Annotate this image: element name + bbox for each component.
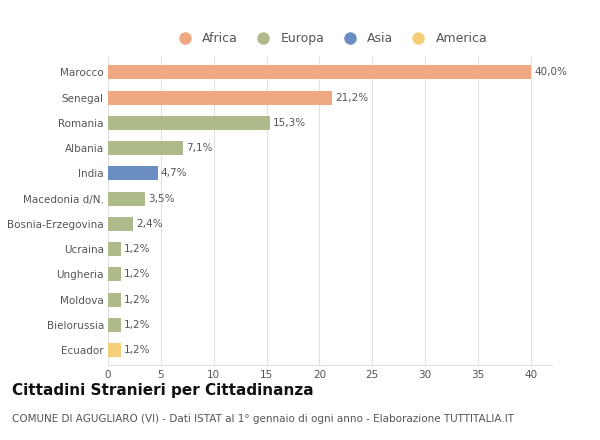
Legend: Africa, Europa, Asia, America: Africa, Europa, Asia, America (170, 30, 490, 48)
Text: 1,2%: 1,2% (124, 244, 151, 254)
Text: 15,3%: 15,3% (273, 118, 306, 128)
Bar (108, 293, 121, 307)
Bar (108, 318, 121, 332)
Text: 1,2%: 1,2% (124, 294, 151, 304)
Text: Cittadini Stranieri per Cittadinanza: Cittadini Stranieri per Cittadinanza (12, 383, 314, 398)
Bar (108, 166, 158, 180)
Bar (108, 116, 270, 130)
Bar (108, 141, 183, 155)
Bar (108, 343, 121, 357)
Text: 40,0%: 40,0% (534, 67, 567, 77)
Bar (108, 242, 121, 256)
Bar (108, 217, 133, 231)
Bar (108, 192, 145, 205)
Bar (108, 268, 121, 281)
Bar (108, 66, 531, 79)
Text: COMUNE DI AGUGLIARO (VI) - Dati ISTAT al 1° gennaio di ogni anno - Elaborazione : COMUNE DI AGUGLIARO (VI) - Dati ISTAT al… (12, 414, 514, 424)
Text: 7,1%: 7,1% (186, 143, 213, 153)
Text: 21,2%: 21,2% (335, 92, 368, 103)
Bar (108, 91, 332, 105)
Text: 3,5%: 3,5% (148, 194, 175, 204)
Text: 1,2%: 1,2% (124, 345, 151, 355)
Text: 2,4%: 2,4% (137, 219, 163, 229)
Text: 1,2%: 1,2% (124, 269, 151, 279)
Text: 4,7%: 4,7% (161, 169, 187, 178)
Text: 1,2%: 1,2% (124, 320, 151, 330)
